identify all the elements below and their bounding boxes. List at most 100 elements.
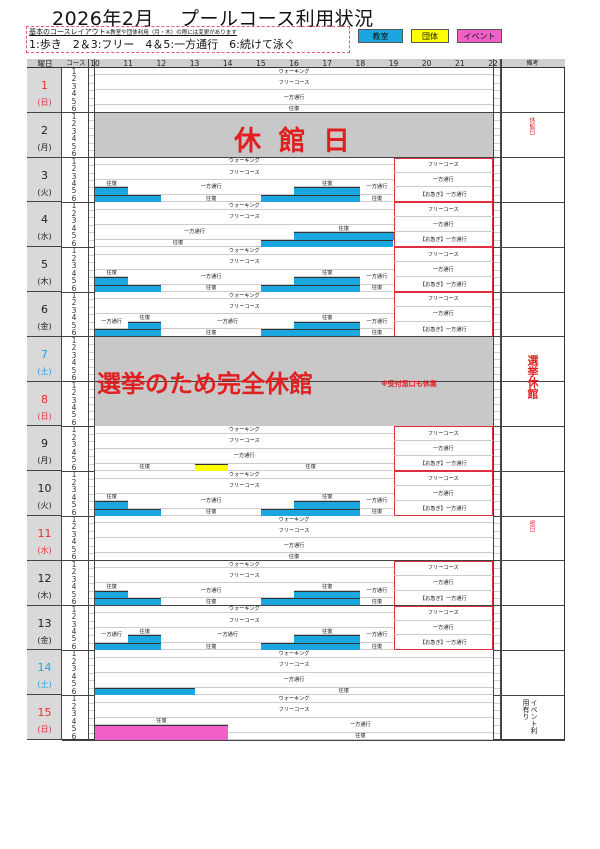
lane-line	[494, 224, 500, 226]
lane-block-class	[95, 187, 129, 195]
lane-label: 往復	[95, 553, 493, 561]
course-number: 2	[71, 208, 77, 218]
header-row	[27, 59, 565, 68]
lane-label: フリーコース	[95, 613, 394, 628]
lane-line	[89, 321, 94, 323]
course-number: 4	[71, 179, 77, 188]
course-number: 3	[71, 261, 77, 271]
header-hour: 11	[123, 59, 133, 68]
header-hour: 22	[485, 59, 501, 68]
lane-block-class	[95, 508, 162, 516]
lane-label: 往復	[95, 239, 261, 248]
lane-line	[89, 411, 94, 413]
lane-line	[494, 478, 500, 480]
day-number: 1	[41, 79, 48, 92]
lane-line	[89, 568, 94, 570]
lane-line	[89, 672, 94, 674]
lane-label: ウォーキング	[95, 68, 493, 76]
lane-line	[494, 545, 500, 547]
lane-label: 一方通行	[95, 224, 294, 240]
lane-label: 往復	[227, 463, 394, 472]
day-weekday: (日)	[37, 98, 52, 107]
lane-line	[494, 598, 500, 600]
evening-lane-label: フリーコース	[393, 292, 493, 307]
day-weekday: (火)	[37, 187, 52, 197]
course-number: 4	[71, 492, 77, 502]
lane-label: 一方通行	[128, 583, 294, 599]
evening-lane-label: フリーコース	[393, 426, 493, 442]
lane-line	[494, 404, 500, 405]
remarks-border	[500, 59, 502, 740]
lane-line	[89, 717, 94, 719]
layout-legend: 基本のコースレイアウト※教室や団体利用（月・木）の際には変更があります 1:歩き…	[26, 26, 350, 53]
day-number: 10	[37, 482, 52, 496]
lane-line	[89, 105, 94, 107]
lane-line	[89, 90, 94, 92]
lane-line	[494, 433, 500, 435]
header-hour: 19	[388, 59, 399, 68]
evening-lane-label: 【お急ぎ】一方通行	[419, 192, 467, 199]
course-number: 5	[71, 141, 77, 151]
lane-label: 往復	[128, 628, 162, 636]
lane-line	[494, 366, 500, 368]
lane-line	[494, 635, 500, 637]
course-number: 5	[71, 589, 77, 599]
lane-line	[89, 620, 94, 622]
lane-label: 往復	[294, 314, 361, 322]
header-course: コース	[66, 59, 86, 67]
day-weekday: (水)	[37, 546, 52, 555]
evening-lane-label: 【お急ぎ】一方通行	[419, 326, 467, 333]
evening-lane-label: フリーコース	[393, 202, 493, 218]
lane-block-class	[294, 321, 361, 330]
lane-line	[494, 657, 500, 659]
lane-block-class	[95, 329, 162, 337]
course-number: 3	[71, 664, 77, 674]
course-number: 2	[71, 74, 77, 84]
lane-block-class	[294, 277, 361, 285]
lane-block-event	[95, 725, 228, 740]
course-number: 5	[71, 410, 77, 420]
day-cell	[27, 292, 62, 337]
lane-block-class	[95, 687, 195, 696]
course-number: 1	[71, 515, 77, 524]
course-number: 2	[71, 253, 77, 263]
lane-block-class	[95, 194, 162, 203]
course-number: 5	[71, 634, 77, 644]
course-number: 3	[71, 395, 77, 405]
lane-label: 往復	[194, 687, 493, 696]
lane-line	[494, 232, 500, 234]
lane-line	[89, 575, 94, 577]
lane-line	[494, 389, 500, 391]
lane-line	[494, 284, 500, 286]
day-cell	[27, 336, 62, 382]
election-closed-label: 選挙のため完全休館	[97, 369, 313, 398]
lane-label: 一方通行	[360, 314, 394, 330]
course-number: 1	[71, 201, 77, 211]
lane-line	[89, 374, 94, 376]
day-cell	[27, 516, 62, 561]
course-number: 1	[71, 380, 77, 390]
lane-line	[89, 501, 94, 503]
lane-line	[494, 90, 500, 92]
lane-label: 一方通行	[95, 448, 394, 464]
lane-line	[494, 321, 500, 323]
lane-line	[89, 493, 94, 495]
lane-line	[89, 657, 94, 659]
course-number: 1	[71, 67, 77, 76]
lane-line	[89, 642, 94, 644]
legend-key-class: 教室	[358, 29, 403, 43]
course-number: 3	[71, 619, 77, 629]
lane-label: フリーコース	[95, 75, 493, 91]
course-number: 1	[71, 335, 77, 345]
lane-line	[89, 329, 94, 331]
day-cell	[27, 471, 62, 516]
lane-label: 一方通行	[95, 628, 129, 643]
day-weekday: (木)	[37, 277, 52, 287]
lane-line	[89, 396, 94, 398]
day-cell	[27, 695, 62, 740]
lane-label: 一方通行	[95, 538, 493, 554]
evening-lane-label: 一方通行	[393, 576, 493, 591]
evening-lane-label: 【お急ぎ】一方通行	[419, 282, 467, 289]
lane-label: 一方通行	[161, 628, 294, 643]
course-number: 3	[71, 171, 77, 181]
